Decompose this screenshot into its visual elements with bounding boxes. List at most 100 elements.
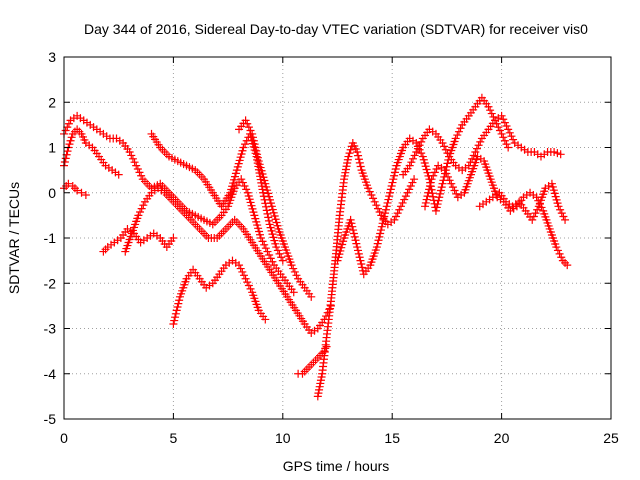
data-point-marker (278, 256, 287, 265)
data-point-marker (438, 179, 447, 188)
data-point-marker (436, 189, 445, 198)
data-point-marker (171, 309, 180, 318)
data-point-marker (386, 185, 395, 194)
data-point-marker (172, 306, 181, 315)
data-point-marker (357, 260, 366, 269)
data-point-marker (349, 226, 358, 235)
data-point-marker (239, 143, 248, 152)
series-arc-c (60, 179, 90, 200)
data-point-marker (471, 148, 480, 157)
series-arc-n (475, 179, 570, 224)
data-point-marker (81, 191, 90, 200)
data-point-marker (390, 215, 399, 224)
data-point-marker (136, 207, 145, 216)
data-point-marker (63, 147, 72, 156)
data-point-marker (442, 162, 451, 171)
data-point-marker (486, 106, 495, 115)
data-point-marker (430, 168, 439, 177)
data-point-marker (169, 319, 178, 328)
data-point-marker (386, 188, 395, 197)
data-point-marker (391, 164, 400, 173)
data-point-marker (275, 249, 284, 258)
data-point-marker (452, 189, 461, 198)
data-point-marker (248, 129, 257, 138)
data-point-marker (528, 215, 537, 224)
data-point-marker (429, 171, 438, 180)
data-point-marker (487, 109, 496, 118)
data-point-marker (239, 271, 248, 280)
y-tick-label: -2 (44, 275, 57, 291)
data-point-marker (499, 133, 508, 142)
data-point-marker (389, 175, 398, 184)
y-tick-label: -4 (44, 366, 57, 382)
data-point-marker (412, 148, 421, 157)
data-point-marker (497, 111, 506, 120)
data-point-marker (132, 161, 141, 170)
data-point-marker (504, 143, 513, 152)
data-point-marker (531, 209, 540, 218)
data-point-marker (260, 240, 269, 249)
data-point-marker (130, 158, 139, 167)
data-point-marker (370, 197, 379, 206)
data-point-marker (509, 135, 518, 144)
data-point-marker (405, 161, 414, 170)
data-point-marker (266, 254, 275, 263)
data-point-marker (432, 164, 441, 173)
data-point-marker (354, 249, 363, 258)
data-point-marker (425, 181, 434, 190)
data-point-marker (175, 296, 184, 305)
data-point-marker (417, 149, 426, 158)
y-tick-label: -5 (44, 411, 57, 427)
data-point-marker (468, 154, 477, 163)
data-point-marker (133, 164, 142, 173)
data-point-marker (529, 212, 538, 221)
data-point-marker (236, 264, 245, 273)
data-point-marker (554, 202, 563, 211)
data-point-marker (365, 187, 374, 196)
data-point-marker (248, 133, 257, 142)
y-tick-label: 0 (48, 185, 56, 201)
data-point-marker (67, 133, 76, 142)
data-point-marker (292, 271, 301, 280)
data-point-marker (500, 118, 509, 127)
data-point-marker (380, 212, 389, 221)
data-point-marker (499, 115, 508, 124)
data-point-marker (61, 126, 70, 135)
data-point-marker (355, 253, 364, 262)
data-point-marker (290, 267, 299, 276)
data-point-marker (559, 212, 568, 221)
data-point-marker (408, 178, 417, 187)
data-point-marker (456, 124, 465, 133)
data-point-marker (401, 192, 410, 201)
data-point-marker (171, 313, 180, 322)
data-point-marker (395, 205, 404, 214)
data-point-marker (353, 243, 362, 252)
series-arc-a (60, 111, 298, 297)
data-point-marker (346, 215, 355, 224)
data-point-marker (441, 145, 450, 154)
data-point-marker (450, 186, 459, 195)
data-point-marker (258, 237, 267, 246)
y-tick-label: 2 (48, 94, 56, 110)
data-point-marker (372, 201, 381, 210)
data-point-marker (238, 267, 247, 276)
data-point-marker (355, 158, 364, 167)
y-tick-label: 1 (48, 140, 56, 156)
data-point-marker (442, 169, 451, 178)
data-point-marker (557, 209, 566, 218)
data-point-marker (474, 141, 483, 150)
data-point-marker (277, 253, 286, 262)
data-point-marker (264, 213, 273, 222)
x-tick-label: 10 (275, 430, 291, 446)
y-tick-label: -1 (44, 230, 57, 246)
data-point-marker (497, 129, 506, 138)
data-point-marker (354, 246, 363, 255)
data-point-marker (445, 176, 454, 185)
data-point-marker (392, 212, 401, 221)
data-point-marker (447, 179, 456, 188)
data-point-marker (263, 247, 272, 256)
data-point-marker (244, 281, 253, 290)
x-tick-label: 25 (603, 430, 619, 446)
data-point-marker (61, 154, 70, 163)
data-point-marker (406, 181, 415, 190)
